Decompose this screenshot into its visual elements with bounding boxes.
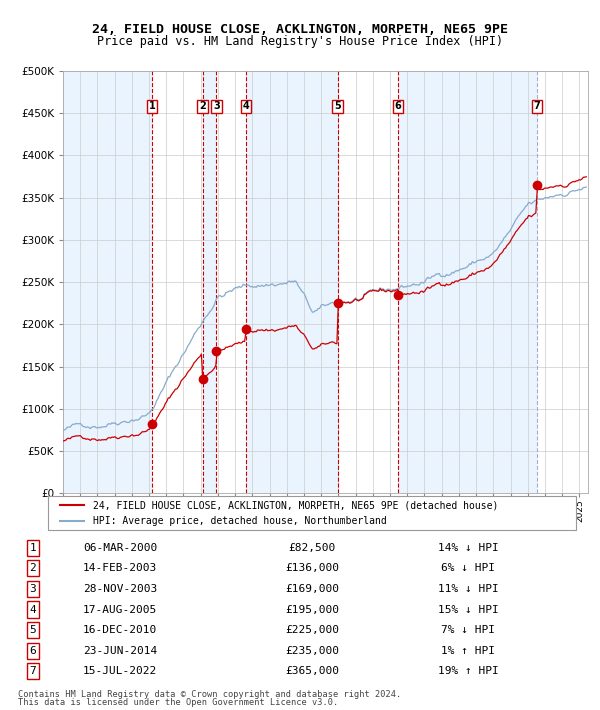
Text: £225,000: £225,000	[285, 625, 339, 635]
Text: 14-FEB-2003: 14-FEB-2003	[83, 563, 157, 574]
Text: 17-AUG-2005: 17-AUG-2005	[83, 604, 157, 615]
Text: Price paid vs. HM Land Registry's House Price Index (HPI): Price paid vs. HM Land Registry's House …	[97, 36, 503, 48]
Text: HPI: Average price, detached house, Northumberland: HPI: Average price, detached house, Nort…	[93, 516, 386, 526]
Text: 6% ↓ HPI: 6% ↓ HPI	[441, 563, 495, 574]
Text: 23-JUN-2014: 23-JUN-2014	[83, 645, 157, 656]
Text: 06-MAR-2000: 06-MAR-2000	[83, 542, 157, 553]
Text: 5: 5	[29, 625, 37, 635]
Text: 4: 4	[29, 604, 37, 615]
Text: 2: 2	[199, 102, 206, 111]
Text: 4: 4	[242, 102, 250, 111]
Text: 14% ↓ HPI: 14% ↓ HPI	[437, 542, 499, 553]
Text: 24, FIELD HOUSE CLOSE, ACKLINGTON, MORPETH, NE65 9PE: 24, FIELD HOUSE CLOSE, ACKLINGTON, MORPE…	[92, 23, 508, 36]
Text: 28-NOV-2003: 28-NOV-2003	[83, 584, 157, 594]
Text: 1: 1	[149, 102, 155, 111]
Text: 1% ↑ HPI: 1% ↑ HPI	[441, 645, 495, 656]
Bar	[203, 71, 217, 493]
Text: 16-DEC-2010: 16-DEC-2010	[83, 625, 157, 635]
Text: This data is licensed under the Open Government Licence v3.0.: This data is licensed under the Open Gov…	[18, 699, 338, 707]
Bar	[63, 71, 152, 493]
Text: 11% ↓ HPI: 11% ↓ HPI	[437, 584, 499, 594]
Bar	[246, 71, 338, 493]
Text: 7% ↓ HPI: 7% ↓ HPI	[441, 625, 495, 635]
Text: 7: 7	[533, 102, 541, 111]
Text: 3: 3	[29, 584, 37, 594]
Text: £235,000: £235,000	[285, 645, 339, 656]
Text: Contains HM Land Registry data © Crown copyright and database right 2024.: Contains HM Land Registry data © Crown c…	[18, 690, 401, 699]
Text: 24, FIELD HOUSE CLOSE, ACKLINGTON, MORPETH, NE65 9PE (detached house): 24, FIELD HOUSE CLOSE, ACKLINGTON, MORPE…	[93, 501, 498, 510]
Text: 5: 5	[334, 102, 341, 111]
Text: £82,500: £82,500	[289, 542, 335, 553]
Text: 7: 7	[29, 666, 37, 677]
Text: £136,000: £136,000	[285, 563, 339, 574]
Text: 15-JUL-2022: 15-JUL-2022	[83, 666, 157, 677]
Text: 1: 1	[29, 542, 37, 553]
Text: 19% ↑ HPI: 19% ↑ HPI	[437, 666, 499, 677]
Text: 2: 2	[29, 563, 37, 574]
Text: 3: 3	[213, 102, 220, 111]
Bar	[398, 71, 537, 493]
Text: £365,000: £365,000	[285, 666, 339, 677]
Text: 15% ↓ HPI: 15% ↓ HPI	[437, 604, 499, 615]
Text: 6: 6	[395, 102, 401, 111]
Text: 6: 6	[29, 645, 37, 656]
Text: £169,000: £169,000	[285, 584, 339, 594]
Text: £195,000: £195,000	[285, 604, 339, 615]
